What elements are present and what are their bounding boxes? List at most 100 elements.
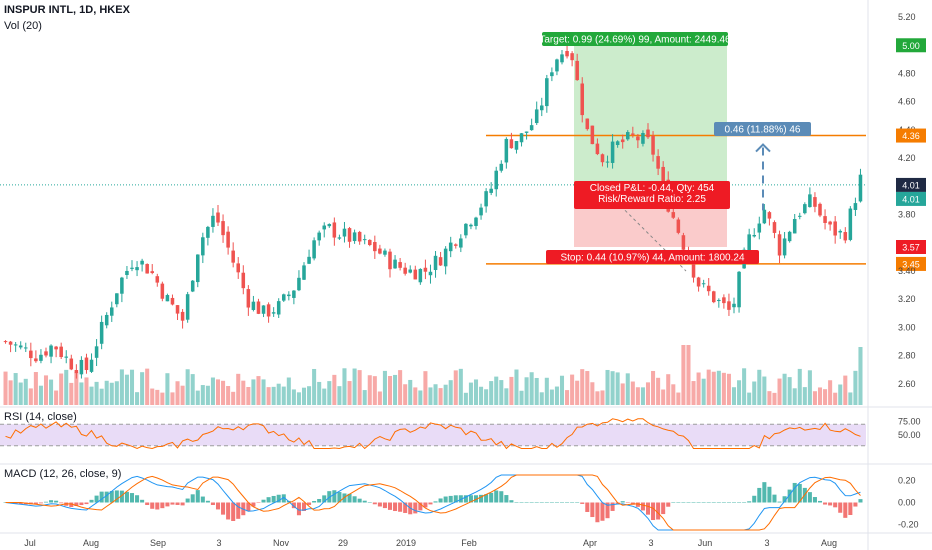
macd-histogram-bar <box>549 502 554 503</box>
volume-bar <box>519 390 524 405</box>
macd-histogram-bar <box>357 498 362 503</box>
candle-body <box>737 271 741 308</box>
macd-histogram-bar <box>124 491 129 503</box>
candle-body <box>853 203 858 210</box>
candle-body <box>266 304 271 317</box>
candle-body <box>216 212 220 223</box>
macd-histogram-bar <box>129 493 135 503</box>
volume-bar <box>565 390 570 405</box>
candle-body <box>676 219 681 233</box>
candle-body <box>226 231 230 248</box>
candle-body <box>150 271 155 274</box>
volume-bar <box>838 384 843 405</box>
macd-histogram-bar <box>332 490 337 503</box>
volume-bar <box>84 377 89 405</box>
macd-histogram-bar <box>757 487 762 503</box>
candle-body <box>373 242 377 252</box>
macd-histogram-bar <box>661 502 666 515</box>
macd-histogram-bar <box>175 502 180 505</box>
candle-body <box>545 78 549 107</box>
volume-bar <box>271 386 276 405</box>
candle-body <box>772 222 777 233</box>
macd-histogram-bar <box>13 502 18 504</box>
volume-bar <box>64 369 69 405</box>
candle-body <box>625 132 630 140</box>
volume-bar <box>742 368 747 405</box>
candle-body <box>104 314 109 326</box>
candle-body <box>550 72 554 77</box>
volume-bar <box>590 382 595 405</box>
macd-histogram-bar <box>645 502 651 515</box>
candle-body <box>787 231 792 242</box>
macd-histogram-bar <box>534 502 539 503</box>
volume-bar <box>246 386 251 405</box>
candle-body <box>317 232 321 241</box>
volume-bar <box>529 372 534 405</box>
macd-histogram-bar <box>135 495 140 503</box>
volume-bar <box>276 383 281 405</box>
macd-histogram-bar <box>443 496 448 503</box>
macd-histogram-bar <box>387 502 393 510</box>
macd-histogram-bar <box>691 502 696 503</box>
candle-body <box>327 224 332 227</box>
macd-histogram-bar <box>398 502 403 512</box>
volume-bar <box>408 379 413 405</box>
macd-histogram-bar <box>448 495 453 503</box>
macd-histogram-bar <box>377 502 382 507</box>
price-axis-label: 4.01 <box>902 194 920 204</box>
macd-histogram-bar <box>307 502 312 505</box>
macd-histogram-bar <box>413 502 418 514</box>
macd-histogram-bar <box>38 502 43 504</box>
candle-body <box>115 293 119 305</box>
volume-bar <box>479 386 484 405</box>
macd-histogram-bar <box>858 499 863 503</box>
macd-histogram-bar <box>701 502 706 503</box>
candle-body <box>585 118 590 130</box>
candle-body <box>605 161 610 163</box>
candle-body <box>170 297 175 305</box>
volume-bar <box>489 381 494 405</box>
rsi-line <box>5 418 861 450</box>
rsi-band <box>0 424 866 446</box>
time-axis-label: Sep <box>150 538 166 548</box>
target-zone <box>574 45 727 185</box>
volume-bar <box>79 382 84 405</box>
volume-bar <box>382 370 387 405</box>
volume-bar <box>706 369 711 405</box>
volume-bar <box>99 388 104 405</box>
macd-histogram-bar <box>200 496 205 503</box>
volume-bar <box>241 380 246 405</box>
candle-body <box>322 225 327 230</box>
candle-body <box>393 259 397 269</box>
volume-bar <box>559 375 565 405</box>
macd-histogram-bar <box>777 501 782 503</box>
candle-body <box>221 221 225 236</box>
macd-histogram-bar <box>433 501 438 503</box>
candle-body <box>762 209 767 224</box>
candle-body <box>681 235 686 250</box>
candle-body <box>140 260 144 265</box>
candle-body <box>651 135 655 155</box>
macd-histogram-bar <box>317 498 322 503</box>
candle-body <box>357 231 362 242</box>
volume-bar <box>711 371 716 405</box>
macd-histogram-bar <box>509 500 514 503</box>
macd-histogram-bar <box>453 495 458 503</box>
volume-bar <box>190 374 195 405</box>
time-axis-label: Jun <box>698 538 713 548</box>
volume-bar <box>686 345 691 405</box>
candle-body <box>276 301 281 315</box>
volume-bar <box>524 377 529 405</box>
volume-bar <box>752 381 757 405</box>
price-axis-label: 4.80 <box>898 68 916 78</box>
candle-body <box>302 265 306 280</box>
macd-histogram-bar <box>165 502 170 507</box>
candle-body <box>590 125 595 145</box>
macd-histogram-bar <box>155 502 160 510</box>
time-axis-label: Apr <box>583 538 597 548</box>
macd-histogram-bar <box>271 495 276 503</box>
volume-bar <box>661 389 666 405</box>
